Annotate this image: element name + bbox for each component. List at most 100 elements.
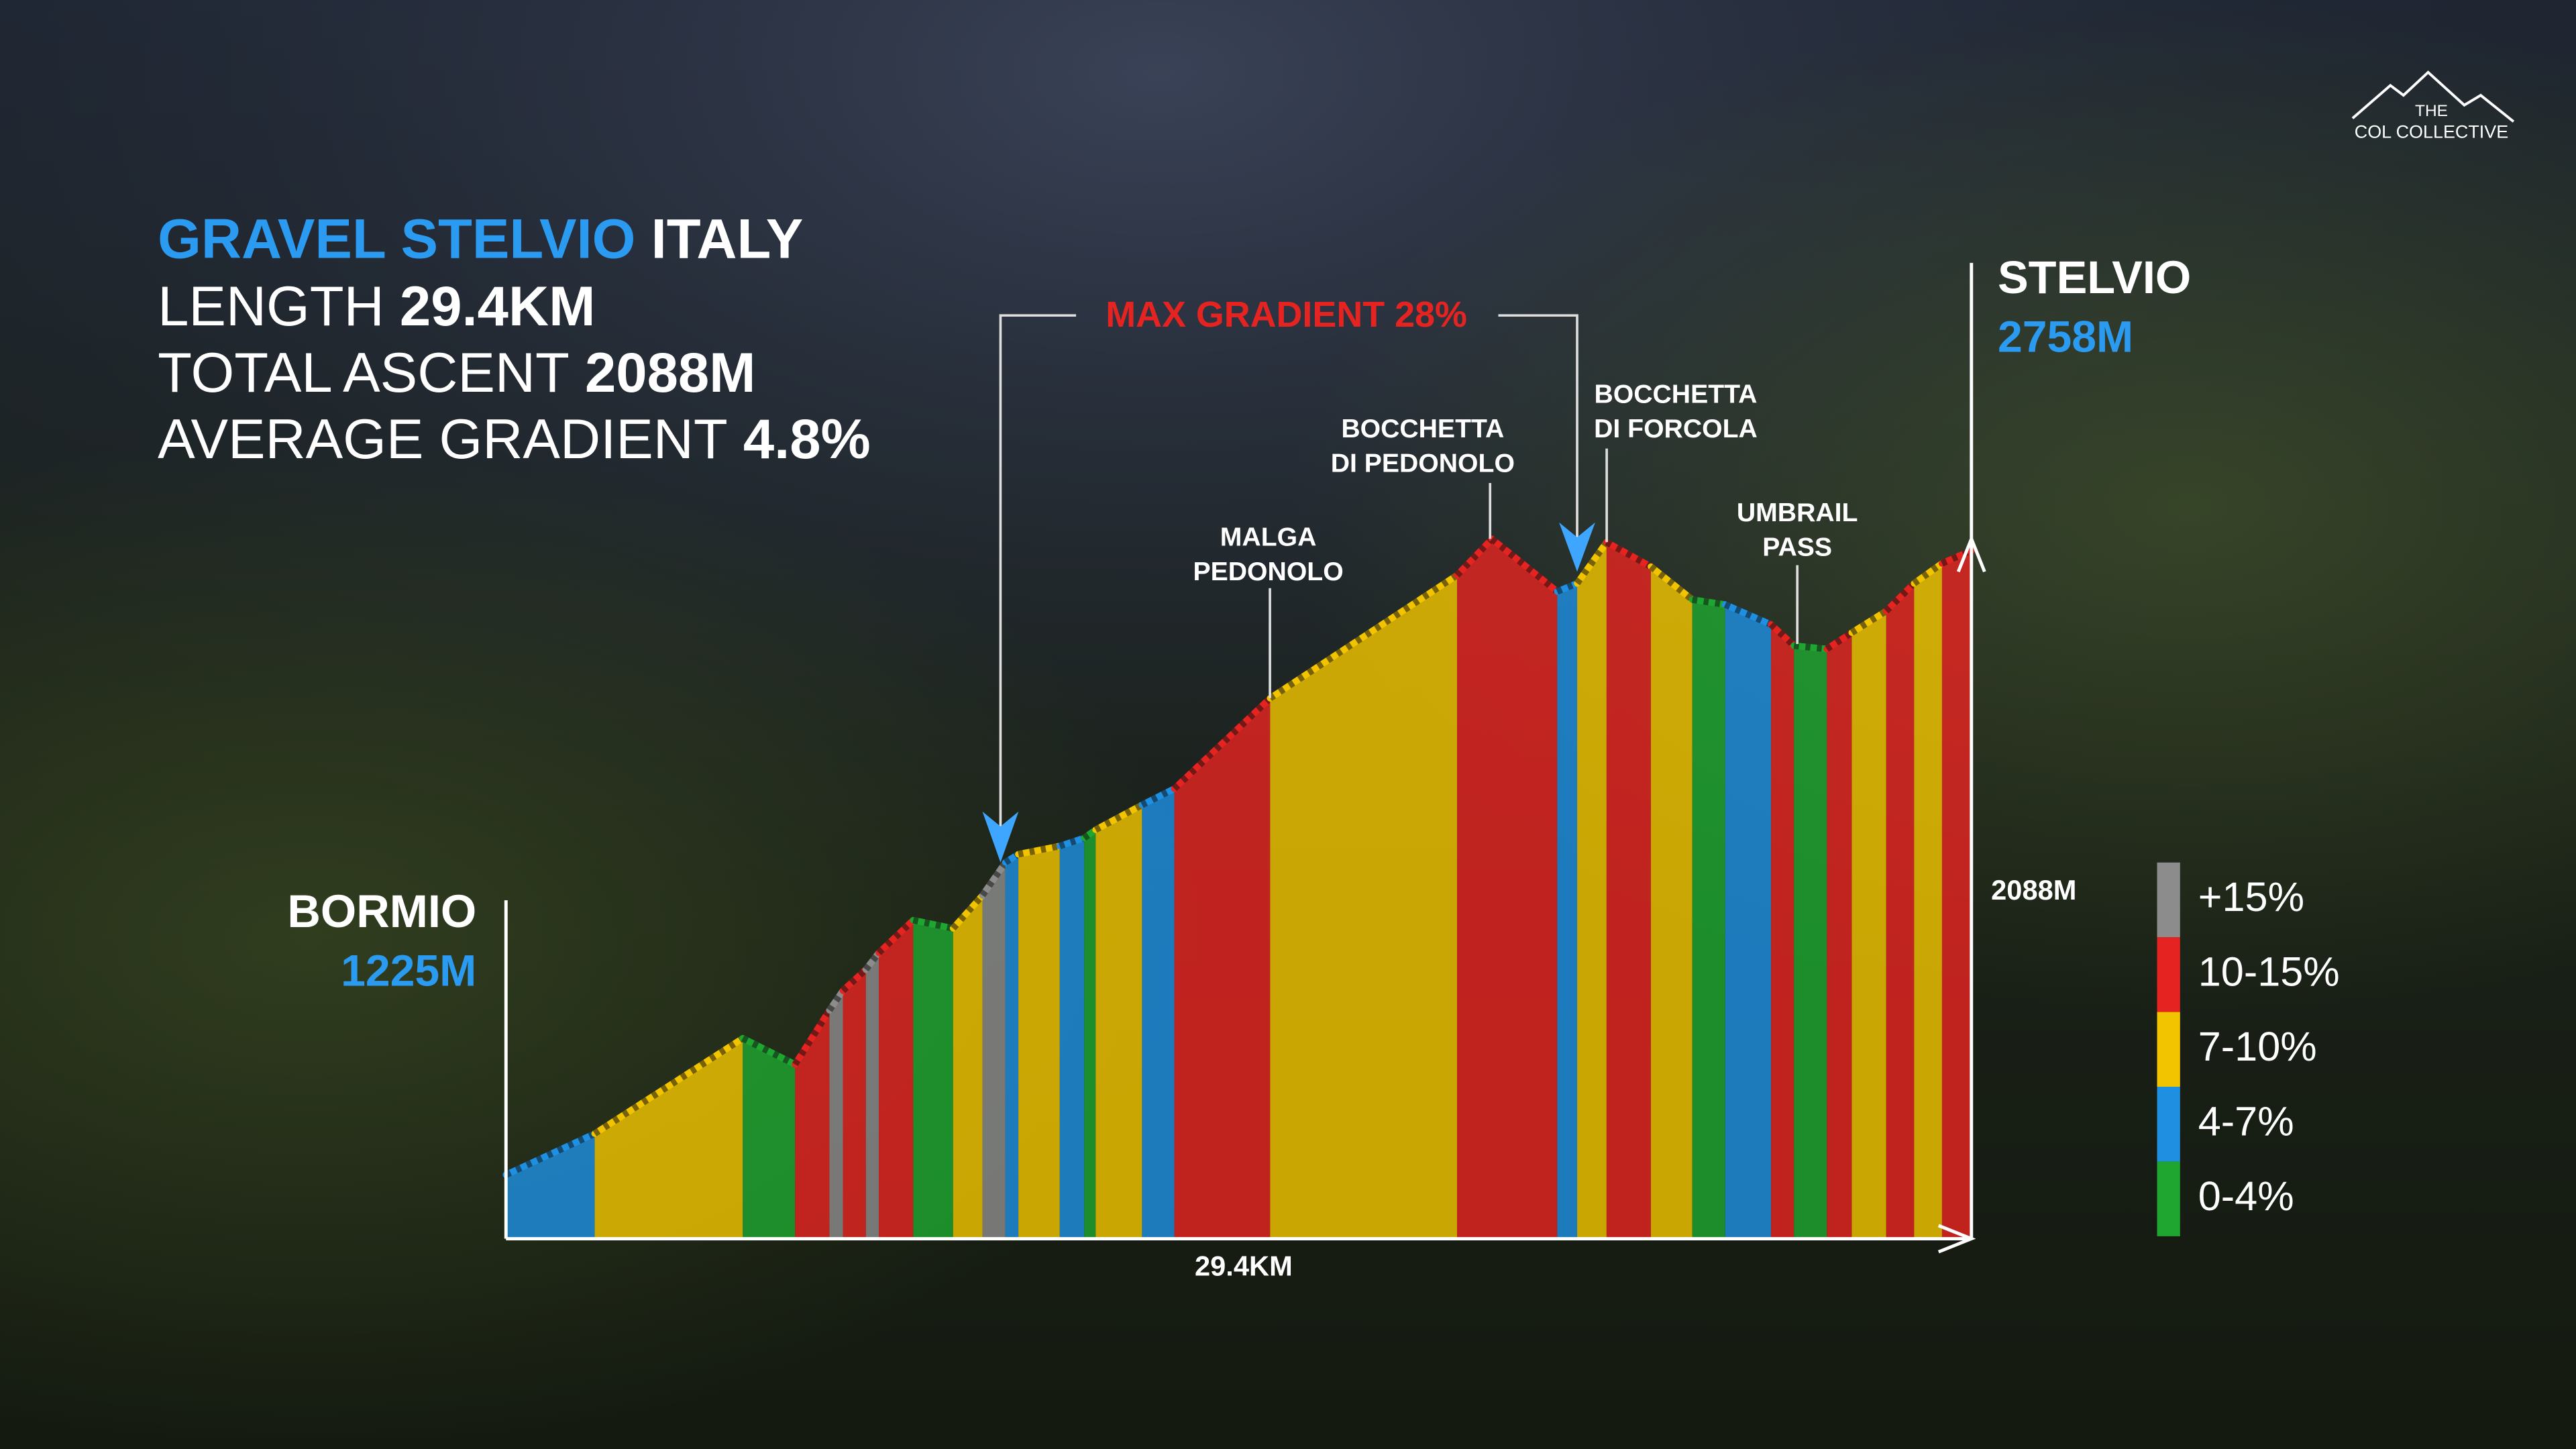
logo-text: COL COLLECTIVE: [2355, 121, 2508, 142]
legend-swatch: [2157, 937, 2180, 1012]
gradient-band: [1059, 838, 1085, 1239]
profile-dash: [876, 918, 916, 955]
profile-dash: [1605, 539, 1653, 570]
stat-line: LENGTH 29.4KM: [158, 275, 595, 337]
profile-dash: [1268, 572, 1459, 701]
profile-edge: [979, 859, 1009, 899]
logo-text: THE: [2415, 102, 2448, 120]
gradient-band: [1941, 550, 1972, 1239]
plot: [502, 262, 1986, 1254]
profile-edge: [1171, 694, 1274, 792]
gradient-band: [879, 920, 914, 1239]
stat-value: 29.4KM: [400, 275, 596, 337]
annotations: MALGA PEDONOLO BOCCHETTA DI PEDONOLO BOCCHET…: [1193, 380, 1858, 698]
profile-edge: [1882, 580, 1918, 614]
gradient-band: [1827, 633, 1852, 1239]
profile-dash: [1556, 580, 1578, 595]
profile-dash: [1574, 540, 1609, 586]
gradient-band: [1771, 624, 1794, 1239]
gradient-band: [843, 969, 866, 1239]
gradient-band: [1851, 610, 1886, 1239]
gradient-band: [1557, 583, 1578, 1239]
gradient-band: [865, 953, 879, 1239]
gradient-band: [1692, 599, 1725, 1239]
legend-label: 7-10%: [2198, 1024, 2317, 1069]
profile-edge: [792, 1007, 833, 1068]
gradient-band: [1174, 698, 1271, 1239]
gradient-band: [1018, 846, 1060, 1239]
gradient-band: [506, 1133, 595, 1239]
max-gradient-bracket: MAX GRADIENT 28%: [982, 294, 1595, 863]
start-elevation: 1225M: [341, 947, 476, 996]
stat-label: LENGTH: [158, 275, 384, 337]
end-name: STELVIO: [1998, 252, 2191, 303]
gradient-band: [594, 1038, 743, 1239]
profile-dash: [1059, 835, 1085, 849]
profile-dash: [741, 1035, 797, 1068]
end-elevation: 2758M: [1998, 312, 2133, 362]
profile-dash: [504, 1130, 596, 1178]
stat-label: TOTAL ASCENT: [158, 341, 570, 404]
profile-edge: [1911, 559, 1945, 587]
legend-swatch: [2157, 862, 2180, 938]
profile-dash: [1793, 642, 1827, 653]
profile-edge: [910, 916, 957, 932]
annotation-text: DI PEDONOLO: [1331, 449, 1515, 478]
start-name: BORMIO: [287, 885, 476, 937]
annotation-text: PEDONOLO: [1193, 557, 1344, 586]
legend-label: 0-4%: [2198, 1173, 2294, 1219]
gradient-band: [1491, 539, 1558, 1239]
stat-value: 2088M: [585, 341, 756, 404]
gradient-band: [829, 990, 843, 1239]
logo: THE COL COLLECTIVE: [2351, 70, 2515, 142]
profile-dash: [1648, 564, 1695, 602]
ascent-label: 2088M: [1991, 874, 2076, 906]
legend: +15% 10-15% 7-10% 4-7% 0-4%: [2157, 862, 2340, 1236]
legend-label: 10-15%: [2198, 949, 2340, 995]
gradient-band: [1794, 645, 1827, 1239]
gradient-band: [1095, 804, 1142, 1239]
annotation-text: MALGA: [1220, 523, 1317, 552]
annotation-text: BOCCHETTA: [1594, 380, 1757, 409]
legend-swatch: [2157, 1087, 2180, 1162]
gradient-band: [1005, 854, 1019, 1239]
title: GRAVEL STELVIO ITALY: [158, 207, 803, 270]
profile-dash: [1768, 622, 1796, 649]
end-arrow: [1956, 534, 1986, 573]
gradient-band: [1886, 583, 1915, 1239]
title-name: GRAVEL STELVIO: [158, 207, 635, 270]
gradient-band: [1270, 575, 1457, 1239]
annotation-text: PASS: [1762, 533, 1832, 561]
profile-dash: [1454, 537, 1495, 578]
profile-dash: [863, 951, 881, 972]
profile-dash: [1489, 536, 1560, 594]
legend-swatch: [2157, 1012, 2180, 1087]
gradient-band: [1577, 542, 1607, 1239]
distance-label: 29.4KM: [1195, 1250, 1293, 1282]
profile-dash: [826, 988, 846, 1012]
profile-dash: [1691, 596, 1726, 608]
gradient-band: [1084, 829, 1096, 1239]
gradient-band: [1606, 542, 1652, 1239]
annotation-text: DI FORCOLA: [1594, 415, 1758, 443]
gradient-band: [1914, 563, 1942, 1239]
max-gradient-label: MAX GRADIENT 28%: [1106, 294, 1467, 335]
profile-dash: [1825, 629, 1854, 652]
gradient-band: [743, 1038, 796, 1239]
gradient-band: [982, 862, 1006, 1239]
profile-dash: [1723, 601, 1773, 628]
gradient-band: [1142, 788, 1175, 1239]
annotation-text: BOCCHETTA: [1341, 415, 1504, 443]
stat-label: AVERAGE GRADIENT: [158, 408, 728, 470]
legend-label: +15%: [2198, 874, 2304, 920]
legend-swatch: [2157, 1161, 2180, 1236]
profile-edge: [591, 1034, 747, 1137]
gradient-band: [795, 1010, 830, 1239]
gradient-band: [913, 920, 953, 1239]
profile-edge: [1848, 608, 1890, 636]
profile-dash: [951, 893, 985, 931]
profile-dash: [1093, 802, 1144, 833]
stat-line: TOTAL ASCENT 2088M: [158, 341, 755, 404]
